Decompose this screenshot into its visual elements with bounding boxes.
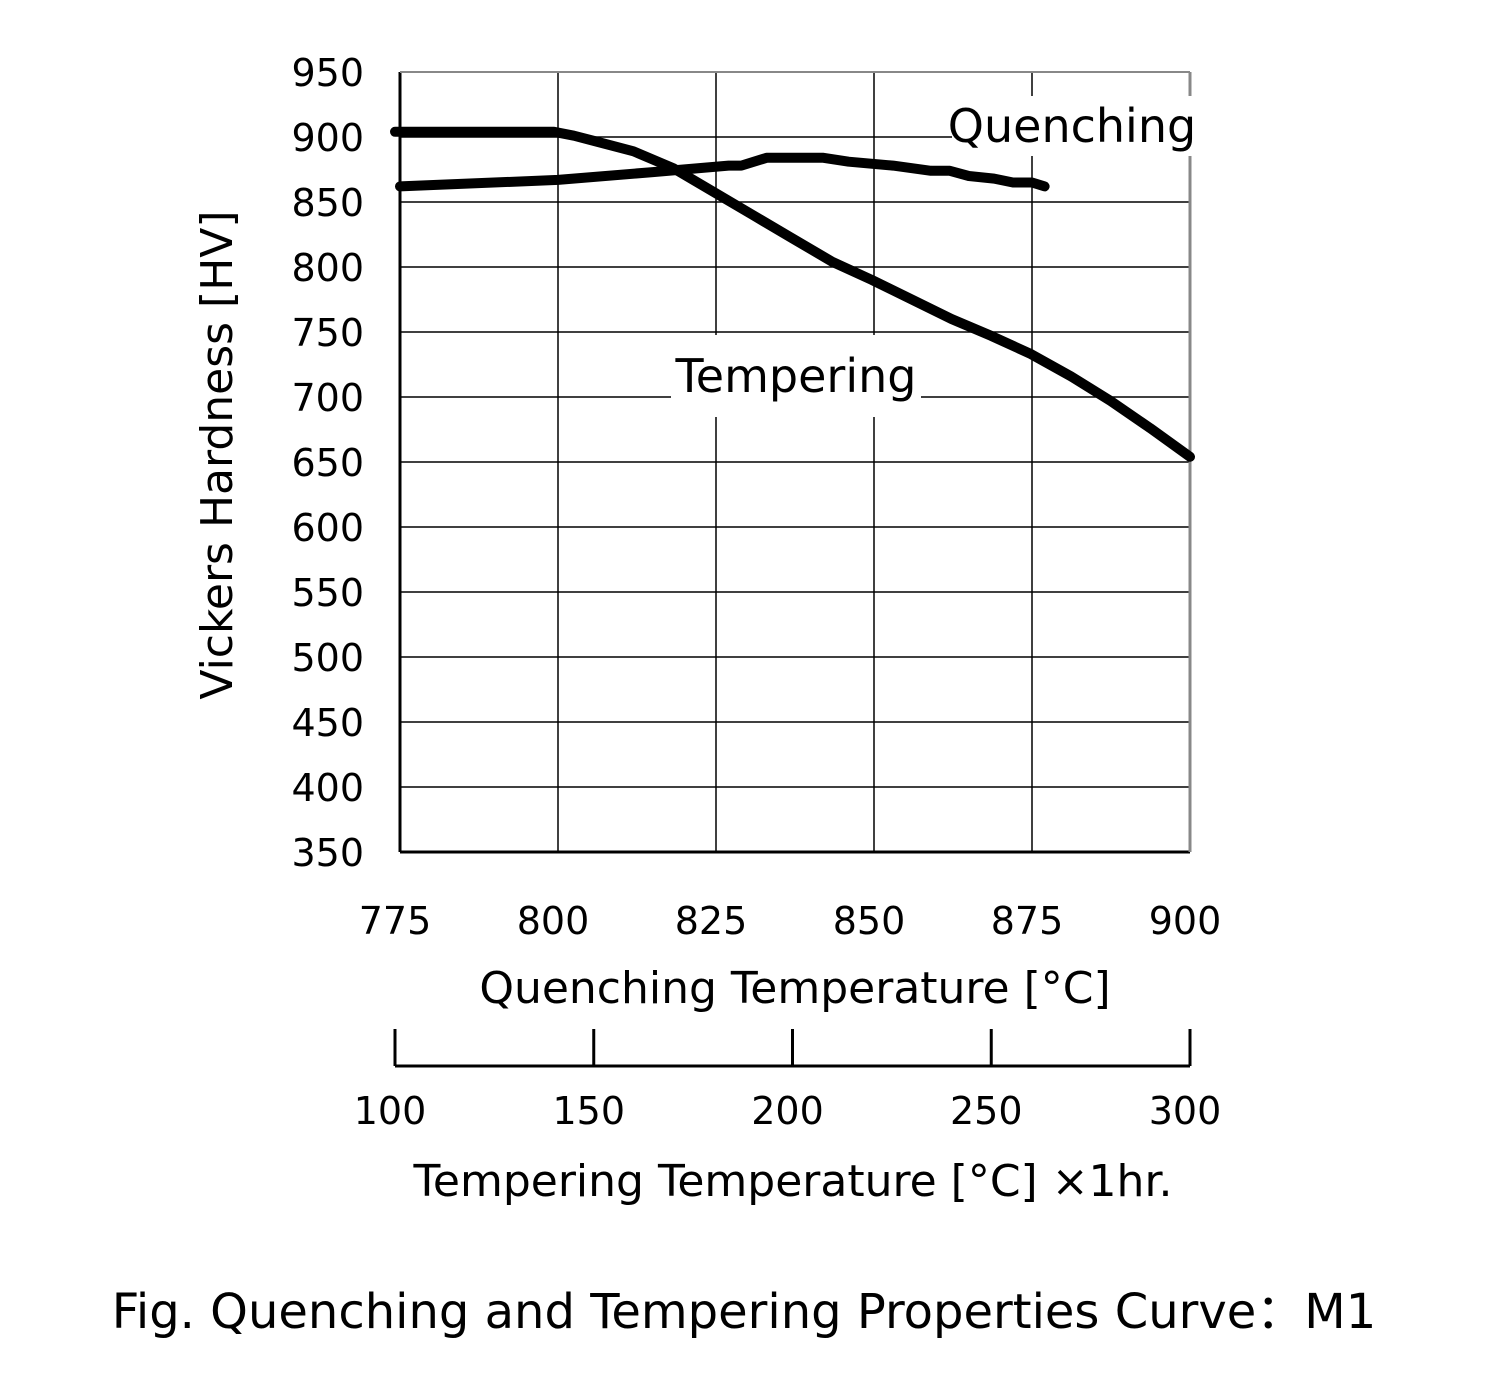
y-tick-label-950: 950 bbox=[291, 51, 364, 95]
x-tick-label-900: 900 bbox=[1149, 899, 1222, 943]
series-layer bbox=[390, 126, 1195, 462]
y-axis-title: Vickers Hardness [HV] bbox=[192, 210, 243, 699]
series-line-tempering bbox=[390, 126, 1195, 462]
y-tick-label-600: 600 bbox=[291, 506, 364, 550]
x-axis-title-tempering: Tempering Temperature [°C] ×1hr. bbox=[413, 1156, 1173, 1207]
y-tick-label-650: 650 bbox=[291, 441, 364, 485]
series-line-quenching bbox=[395, 152, 1050, 192]
grid bbox=[400, 72, 1190, 852]
y-tick-labels: 950 900 850 800 750 700 650 600 550 500 450 400 350 bbox=[291, 51, 364, 875]
y-tick-label-500: 500 bbox=[291, 636, 364, 680]
axes bbox=[398, 71, 1192, 854]
x-tick-label-825: 825 bbox=[675, 899, 748, 943]
y-tick-label-900: 900 bbox=[291, 116, 364, 160]
series-label-bg-tempering bbox=[671, 335, 921, 417]
y-tick-label-550: 550 bbox=[291, 571, 364, 615]
figure-caption: Fig. Quenching and Tempering Properties … bbox=[112, 1284, 1377, 1340]
x-tick-labels-tempering: 100 150 200 250 300 bbox=[354, 1089, 1222, 1133]
x2-tick-label-150: 150 bbox=[552, 1089, 625, 1133]
y-tick-label-750: 750 bbox=[291, 311, 364, 355]
x-tick-label-775: 775 bbox=[359, 899, 432, 943]
y-tick-label-350: 350 bbox=[291, 831, 364, 875]
y-tick-label-400: 400 bbox=[291, 766, 364, 810]
y-tick-label-700: 700 bbox=[291, 376, 364, 420]
x-tick-label-850: 850 bbox=[833, 899, 906, 943]
y-tick-label-850: 850 bbox=[291, 181, 364, 225]
x2-tick-label-100: 100 bbox=[354, 1089, 427, 1133]
series-label-tempering: Tempering bbox=[675, 349, 917, 403]
y-tick-label-800: 800 bbox=[291, 246, 364, 290]
series-label-quenching: Quenching bbox=[948, 99, 1196, 153]
series-label-bg-quenching bbox=[952, 96, 1192, 156]
annotation-layer: Quenching Tempering bbox=[671, 96, 1196, 417]
x-axis-title-quenching: Quenching Temperature [°C] bbox=[479, 963, 1110, 1014]
y-tick-label-450: 450 bbox=[291, 701, 364, 745]
secondary-axis bbox=[393, 1029, 1192, 1068]
x-tick-label-875: 875 bbox=[991, 899, 1064, 943]
x2-tick-label-300: 300 bbox=[1149, 1089, 1222, 1133]
x2-tick-label-250: 250 bbox=[950, 1089, 1023, 1133]
x-tick-label-800: 800 bbox=[517, 899, 590, 943]
x-tick-labels-quenching: 775 800 825 850 875 900 bbox=[359, 899, 1222, 943]
x2-tick-label-200: 200 bbox=[751, 1089, 824, 1133]
